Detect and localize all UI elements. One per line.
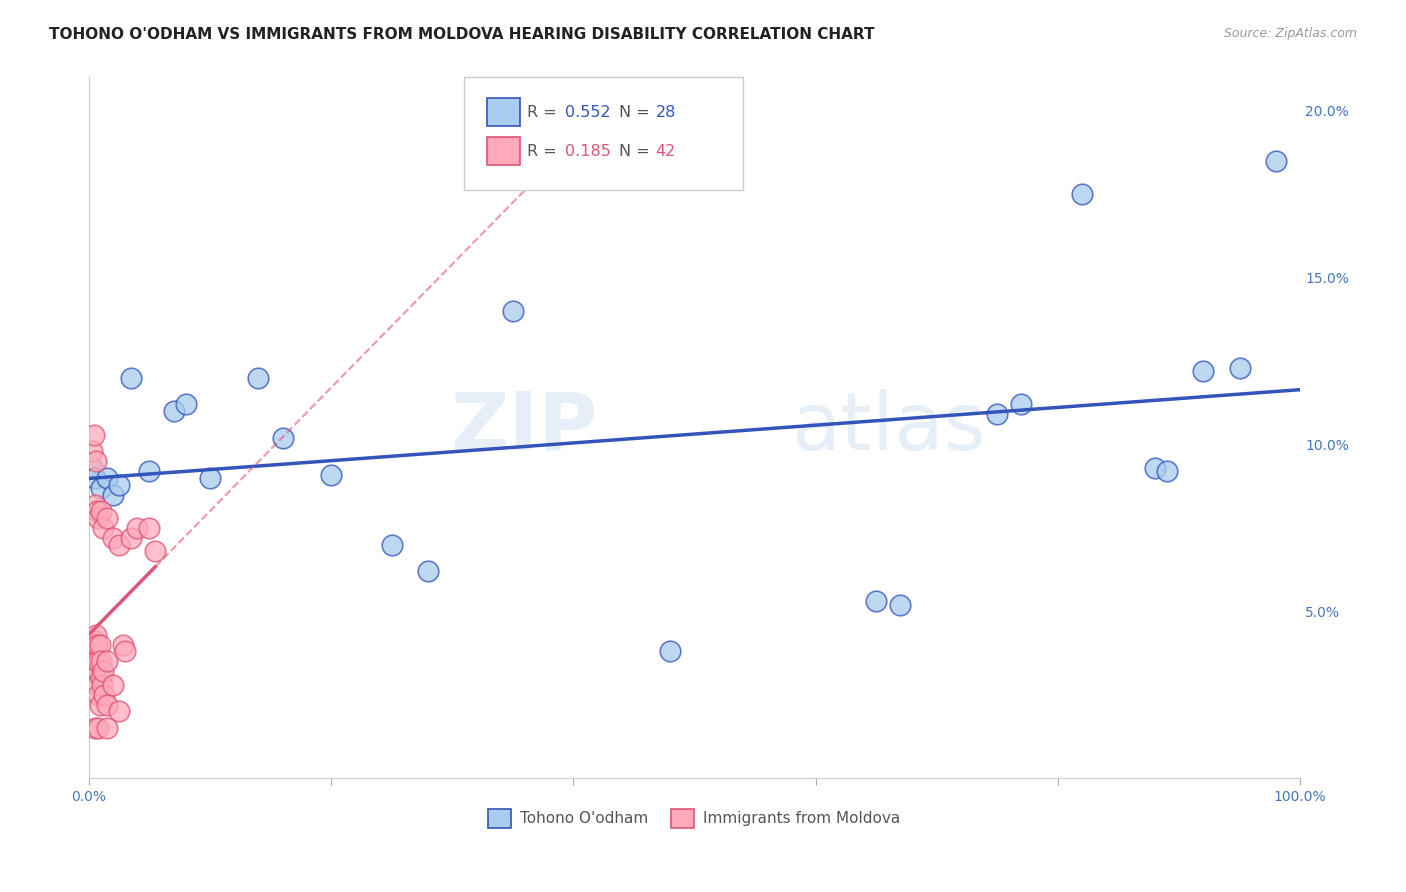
Text: N =: N = <box>619 105 655 120</box>
Text: R =: R = <box>527 144 562 159</box>
Point <box>108 705 131 719</box>
Point <box>82 444 104 458</box>
Point <box>162 404 184 418</box>
Point <box>659 644 682 658</box>
Point <box>83 427 105 442</box>
Text: TOHONO O'ODHAM VS IMMIGRANTS FROM MOLDOVA HEARING DISABILITY CORRELATION CHART: TOHONO O'ODHAM VS IMMIGRANTS FROM MOLDOV… <box>49 27 875 42</box>
Point <box>120 531 142 545</box>
Point <box>138 464 160 478</box>
Point <box>82 461 104 475</box>
Point <box>1011 397 1033 411</box>
Text: 0.552: 0.552 <box>565 105 610 120</box>
Point <box>86 504 108 518</box>
Point <box>889 598 911 612</box>
Point <box>96 655 118 669</box>
Point <box>91 665 114 679</box>
Point <box>145 544 167 558</box>
Point <box>174 397 197 411</box>
Point <box>96 698 118 712</box>
Point <box>101 487 124 501</box>
Point <box>111 638 134 652</box>
Point <box>101 678 124 692</box>
Point <box>1192 364 1215 378</box>
Point <box>83 634 105 648</box>
Point <box>90 671 112 685</box>
Point <box>89 638 111 652</box>
Point <box>381 538 404 552</box>
Point <box>87 655 110 669</box>
Point <box>83 498 105 512</box>
Point <box>101 531 124 545</box>
Point <box>83 471 105 485</box>
Point <box>80 655 103 669</box>
Text: 0.185: 0.185 <box>565 144 610 159</box>
Point <box>91 521 114 535</box>
Point <box>83 661 105 675</box>
Point <box>83 665 105 679</box>
Point <box>416 564 439 578</box>
Point <box>1143 461 1166 475</box>
FancyBboxPatch shape <box>488 137 520 165</box>
Point <box>127 521 149 535</box>
Point <box>89 698 111 712</box>
Point <box>1156 464 1178 478</box>
Point <box>198 471 221 485</box>
Point <box>82 644 104 658</box>
Legend: Tohono O'odham, Immigrants from Moldova: Tohono O'odham, Immigrants from Moldova <box>482 803 907 834</box>
Point <box>138 521 160 535</box>
Point <box>87 511 110 525</box>
Point <box>319 467 342 482</box>
Point <box>84 454 107 468</box>
Point <box>271 431 294 445</box>
FancyBboxPatch shape <box>488 98 520 127</box>
Point <box>84 655 107 669</box>
Point <box>83 721 105 735</box>
Point <box>90 655 112 669</box>
Point <box>865 594 887 608</box>
Point <box>120 371 142 385</box>
Text: R =: R = <box>527 105 562 120</box>
Point <box>90 504 112 518</box>
FancyBboxPatch shape <box>464 78 742 190</box>
Point <box>86 678 108 692</box>
Text: 42: 42 <box>655 144 676 159</box>
Text: 28: 28 <box>655 105 676 120</box>
Text: Source: ZipAtlas.com: Source: ZipAtlas.com <box>1223 27 1357 40</box>
Text: N =: N = <box>619 144 655 159</box>
Point <box>247 371 270 385</box>
Point <box>502 304 524 318</box>
Point <box>96 721 118 735</box>
Point <box>90 481 112 495</box>
Point <box>87 688 110 702</box>
Point <box>1264 153 1286 168</box>
Point <box>96 471 118 485</box>
Point <box>93 688 115 702</box>
Point <box>986 408 1008 422</box>
Point <box>108 477 131 491</box>
Point <box>96 511 118 525</box>
Point <box>108 538 131 552</box>
Point <box>1071 187 1094 202</box>
Point <box>86 638 108 652</box>
Point <box>91 678 114 692</box>
Point <box>84 628 107 642</box>
Text: atlas: atlas <box>792 389 986 467</box>
Point <box>1229 360 1251 375</box>
Text: ZIP: ZIP <box>450 389 598 467</box>
Point <box>87 721 110 735</box>
Point <box>114 644 136 658</box>
